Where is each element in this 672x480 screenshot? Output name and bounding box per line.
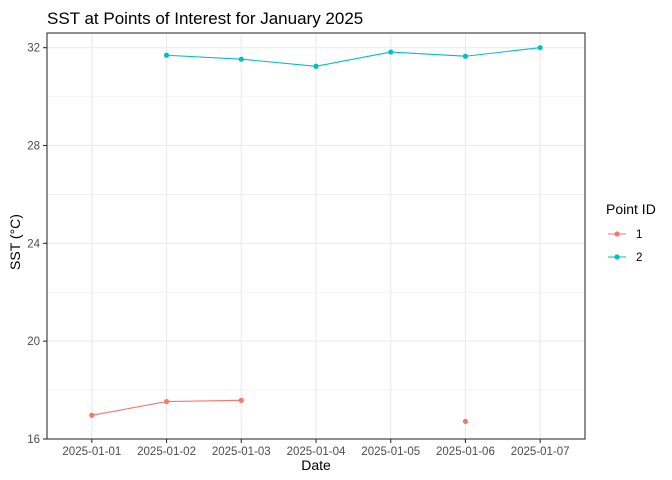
legend-title: Point ID (606, 201, 656, 217)
series-2-point (163, 52, 170, 58)
legend-label: 2 (636, 252, 642, 264)
y-tick-label: 28 (27, 141, 40, 153)
y-axis-title: SST (°C) (7, 214, 23, 270)
legend: Point ID 1 2 (606, 201, 656, 264)
y-tick-label: 24 (27, 238, 40, 250)
legend-key-point (614, 254, 620, 260)
series-1-point (163, 398, 170, 405)
x-tick-label: 2025-01-03 (212, 446, 271, 458)
series-1-point (462, 418, 469, 424)
x-tick-label: 2025-01-06 (436, 446, 495, 458)
series-1-point (89, 412, 95, 418)
y-tick-label: 20 (27, 336, 40, 348)
legend-label: 1 (636, 229, 642, 241)
x-tick-label: 2025-01-01 (62, 446, 121, 458)
x-tick-label: 2025-01-05 (361, 446, 420, 458)
legend-key-point (614, 231, 620, 237)
series-1-point (238, 397, 244, 403)
axes: 16 20 24 28 32 2025-01-01 2025-01-02 2025-01-03… (27, 32, 586, 458)
chart-title: SST at Points of Interest for January 20… (47, 9, 363, 28)
y-tick-label: 32 (27, 43, 40, 55)
series-2-point (537, 45, 543, 51)
y-tick-label: 16 (27, 434, 40, 446)
x-tick-label: 2025-01-02 (137, 446, 196, 458)
series-2-point (313, 63, 319, 69)
plot-area (47, 33, 585, 440)
series-2-point (388, 49, 394, 55)
x-tick-label: 2025-01-04 (287, 446, 346, 458)
series-2-point (462, 53, 469, 59)
series-2-line (166, 47, 541, 67)
x-tick-label: 2025-01-07 (511, 446, 570, 458)
x-axis-title: Date (301, 457, 331, 473)
series-2-point (238, 56, 244, 62)
